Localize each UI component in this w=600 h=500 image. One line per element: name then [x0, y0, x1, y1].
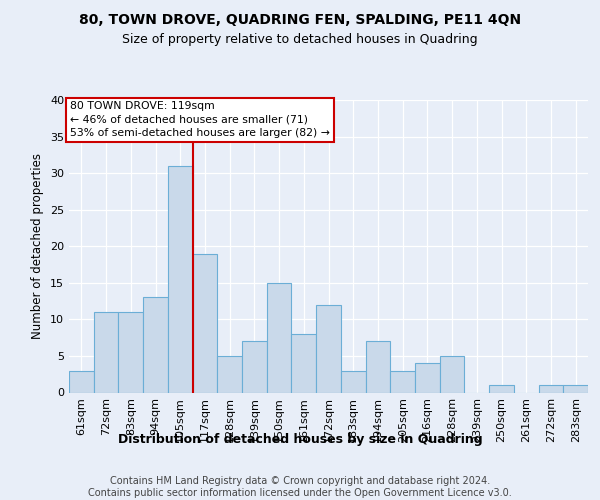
Bar — [539, 385, 563, 392]
Bar — [143, 298, 168, 392]
Bar — [193, 254, 217, 392]
Bar — [242, 342, 267, 392]
Text: 80 TOWN DROVE: 119sqm
← 46% of detached houses are smaller (71)
53% of semi-deta: 80 TOWN DROVE: 119sqm ← 46% of detached … — [70, 102, 330, 138]
Text: 80, TOWN DROVE, QUADRING FEN, SPALDING, PE11 4QN: 80, TOWN DROVE, QUADRING FEN, SPALDING, … — [79, 12, 521, 26]
Y-axis label: Number of detached properties: Number of detached properties — [31, 153, 44, 340]
Bar — [292, 334, 316, 392]
Bar — [168, 166, 193, 392]
Bar — [440, 356, 464, 393]
Bar — [365, 342, 390, 392]
Bar — [563, 385, 588, 392]
Bar — [217, 356, 242, 393]
Bar — [489, 385, 514, 392]
Text: Size of property relative to detached houses in Quadring: Size of property relative to detached ho… — [122, 32, 478, 46]
Bar — [69, 370, 94, 392]
Text: Distribution of detached houses by size in Quadring: Distribution of detached houses by size … — [118, 432, 482, 446]
Bar — [118, 312, 143, 392]
Text: Contains HM Land Registry data © Crown copyright and database right 2024.
Contai: Contains HM Land Registry data © Crown c… — [88, 476, 512, 498]
Bar — [415, 363, 440, 392]
Bar — [316, 304, 341, 392]
Bar — [267, 283, 292, 393]
Bar — [341, 370, 365, 392]
Bar — [94, 312, 118, 392]
Bar — [390, 370, 415, 392]
